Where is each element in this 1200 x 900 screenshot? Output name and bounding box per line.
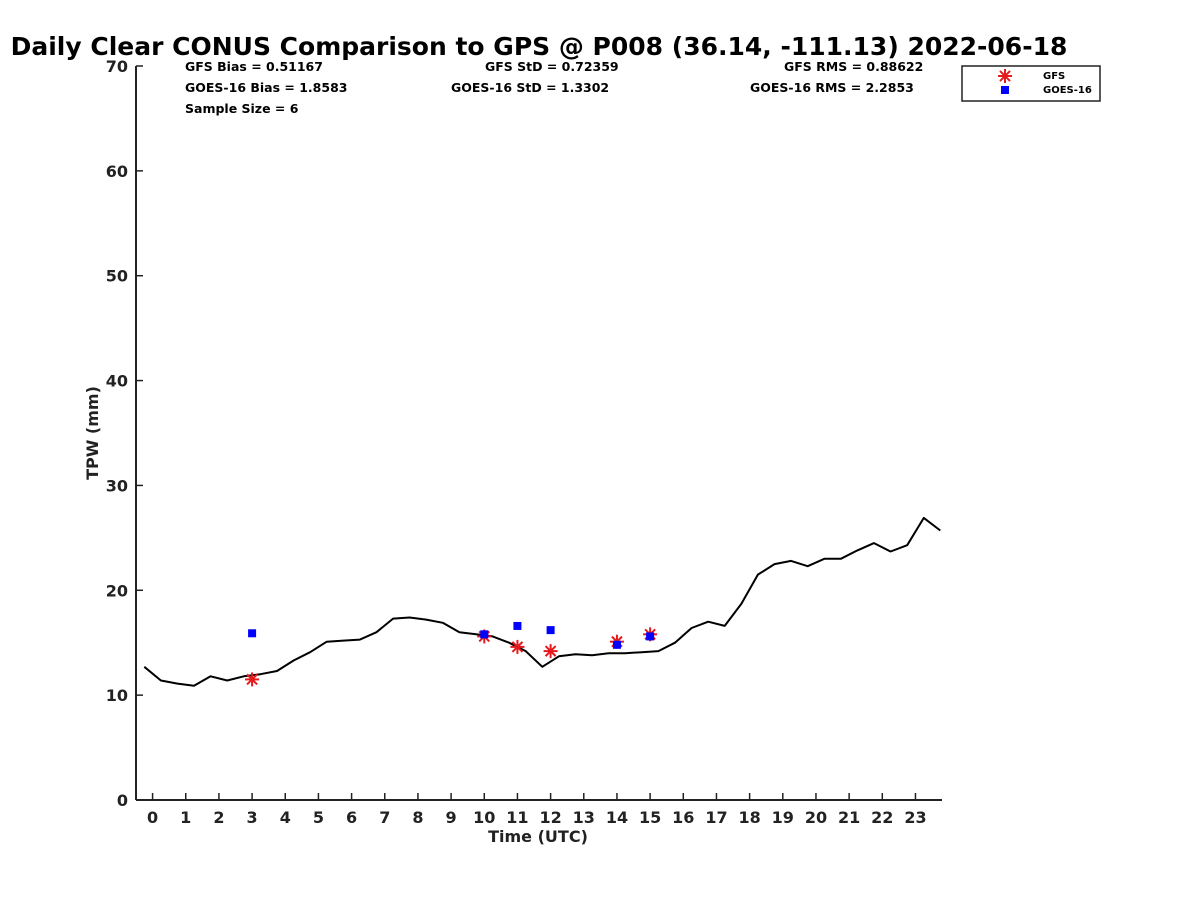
legend-box [961,65,1101,102]
goes16-point [646,632,655,641]
y-tick-label: 70 [106,57,128,76]
x-tick-label: 13 [573,808,595,827]
legend-goes16-label: GOES-16 [1043,85,1092,96]
goes16-point [612,640,621,649]
x-tick-label: 14 [606,808,628,827]
goes-bias: GOES-16 Bias = 1.8583 [185,80,347,95]
plot-area [143,516,941,687]
y-tick-label: 40 [106,372,128,391]
legend-gfs-marker [998,69,1012,83]
x-tick-label: 7 [379,808,390,827]
chart-title: Daily Clear CONUS Comparison to GPS @ P0… [11,32,1068,61]
x-tick-label: 6 [346,808,357,827]
legend-goes16-marker [1001,86,1009,94]
y-tick-label: 10 [106,686,128,705]
gfs-std: GFS StD = 0.72359 [485,59,619,74]
x-tick-label: 23 [904,808,926,827]
x-tick-label: 11 [506,808,528,827]
x-tick-label: 5 [313,808,324,827]
x-axis-label: Time (UTC) [488,827,588,846]
legend-gfs-label: GFS [1043,71,1065,82]
gfs-bias: GFS Bias = 0.51167 [185,59,323,74]
x-tick-label: 18 [738,808,760,827]
goes16-point [546,626,555,635]
x-tick-label: 12 [539,808,561,827]
gfs-rms: GFS RMS = 0.88622 [784,59,923,74]
gfs-point [510,639,525,654]
x-tick-label: 21 [838,808,860,827]
x-tick-label: 15 [639,808,661,827]
x-tick-label: 19 [772,808,794,827]
gfs-point [245,672,260,687]
x-tick-label: 4 [280,808,291,827]
goes16-point [480,630,489,639]
x-tick-label: 9 [446,808,457,827]
stats-block: GFS Bias = 0.51167 GFS StD = 0.72359 GFS… [185,59,923,116]
goes16-point [513,621,522,630]
gfs-point [543,644,558,659]
x-tick-label: 20 [805,808,827,827]
goes16-point [248,629,257,638]
legend-gfs-star [998,69,1012,83]
x-tick-label: 16 [672,808,694,827]
y-tick-label: 50 [106,267,128,286]
goes-rms: GOES-16 RMS = 2.2853 [750,80,914,95]
x-tick-label: 10 [473,808,495,827]
gps-tpw-line [143,516,941,687]
goes-std: GOES-16 StD = 1.3302 [451,80,609,95]
axes: 0 1 2 3 4 5 6 7 8 9 10 11 12 13 14 15 16 17 18 19 20 21 22 2301… [106,57,942,827]
y-axis-label: TPW (mm) [83,386,102,480]
x-tick-label: 22 [871,808,893,827]
y-tick-label: 30 [106,476,128,495]
x-tick-label: 17 [705,808,727,827]
y-tick-label: 60 [106,162,128,181]
x-tick-label: 3 [247,808,258,827]
y-tick-label: 20 [106,581,128,600]
x-tick-label: 2 [213,808,224,827]
x-tick-label: 1 [180,808,191,827]
y-tick-label: 0 [117,791,128,810]
x-tick-label: 0 [147,808,158,827]
x-tick-label: 8 [412,808,423,827]
sample-size: Sample Size = 6 [185,101,299,116]
legend: GFS GOES-16 [961,65,1101,102]
